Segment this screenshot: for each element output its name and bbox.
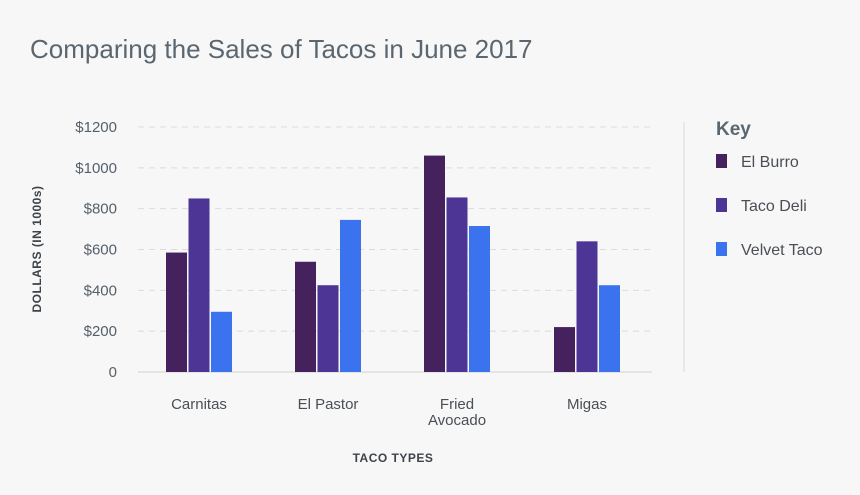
chart-title: Comparing the Sales of Tacos in June 201… — [30, 34, 533, 64]
x-axis-label: TACO TYPES — [353, 451, 434, 465]
legend-swatch — [716, 198, 727, 212]
bar-velvet-taco — [469, 226, 490, 372]
y-tick-label: $600 — [84, 242, 117, 259]
y-axis-label: DOLLARS (IN 1000s) — [30, 185, 44, 312]
x-tick-label: Carnitas — [171, 396, 227, 413]
y-tick-label: 0 — [109, 364, 117, 381]
legend: El Burro Taco Deli Velvet Taco — [716, 154, 823, 259]
bar-velvet-taco — [599, 285, 620, 372]
bar-el-burro — [554, 327, 575, 372]
bar-taco-deli — [446, 197, 468, 372]
y-axis-ticks: 0 $200 $400 $600 $800 $1000 $1200 — [75, 119, 117, 381]
y-tick-label: $1000 — [75, 160, 117, 177]
y-tick-label: $200 — [84, 323, 117, 340]
x-tick-label: Migas — [567, 396, 607, 413]
legend-label: Velvet Taco — [741, 242, 823, 259]
x-tick-label: Fried Avocado — [428, 396, 486, 429]
bars — [166, 155, 620, 372]
x-axis-ticks: Carnitas El Pastor Fried Avocado Migas — [171, 396, 607, 429]
y-tick-label: $400 — [84, 282, 117, 299]
legend-label: Taco Deli — [741, 198, 807, 215]
bar-el-burro — [424, 155, 445, 372]
x-tick-label: El Pastor — [298, 396, 359, 413]
bar-taco-deli — [188, 198, 210, 372]
legend-title: Key — [716, 119, 751, 140]
bar-velvet-taco — [211, 311, 232, 372]
bar-taco-deli — [317, 285, 339, 372]
legend-swatch — [716, 154, 727, 168]
bar-el-burro — [166, 252, 187, 372]
legend-swatch — [716, 242, 727, 256]
legend-label: El Burro — [741, 154, 799, 171]
bar-velvet-taco — [340, 219, 361, 372]
y-tick-label: $800 — [84, 201, 117, 218]
bar-el-burro — [295, 261, 316, 372]
y-tick-label: $1200 — [75, 119, 117, 136]
bar-taco-deli — [576, 241, 598, 372]
